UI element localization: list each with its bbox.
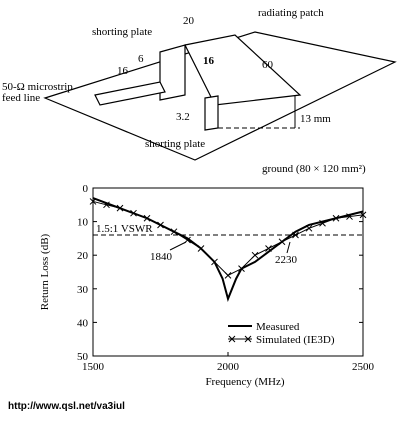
legend-marker [244,335,252,343]
chart: Frequency (MHz) Return Loss (dB) 0 10 20 30… [39,183,375,388]
label: 60 [262,59,274,71]
label: ground (80 × 120 mm²) [262,163,366,175]
marker [292,231,299,239]
marker [103,201,110,209]
marker [265,245,272,252]
feed-line [94,81,166,106]
annotation-arrow [169,241,187,251]
label: radiating patch [258,7,324,19]
label: shorting plate [92,26,152,38]
antenna-diagram: shorting plate 20 radiating patch 6 16 1… [2,7,397,175]
marker [319,219,326,227]
marker [359,211,367,219]
label: 50-Ω microstrip [2,81,73,93]
label: 13 mm [300,113,331,125]
marker [116,204,124,212]
y-axis-label: Return Loss (dB) [39,233,51,310]
marker [251,251,259,259]
marker [157,221,164,229]
plate-right [204,95,219,131]
y-tick-label: 20 [77,250,89,262]
x-tick-label: 2000 [217,361,240,373]
annotation: 1840 [150,251,173,263]
y-tick-label: 30 [77,284,89,296]
marker [170,228,178,236]
x-tick-label: 2500 [352,361,375,373]
legend-label: Measured [256,321,300,333]
label: 16 [203,55,215,67]
marker [332,214,340,222]
marker [224,272,232,279]
marker [197,245,205,252]
marker [278,238,286,246]
label: 6 [138,53,144,65]
marker [184,236,191,244]
reference-label: 1.5:1 VSWR [96,223,153,235]
marker [89,198,97,205]
annotation: 2230 [275,254,298,266]
label: feed line [2,92,40,104]
marker [305,224,313,232]
x-axis-label: Frequency (MHz) [205,376,284,388]
y-tick-label: 50 [77,351,89,363]
marker [130,209,137,217]
label: 16 [117,65,129,77]
marker [143,214,151,222]
label: shorting plate [145,138,205,150]
footer-url: http://www.qsl.net/va3iul [8,401,125,412]
annotation-arrow [286,241,291,254]
label: 20 [183,15,195,27]
marker [238,265,245,272]
label: 3.2 [176,111,190,123]
y-tick-label: 0 [83,183,89,195]
legend-label: Simulated (IE3D) [256,334,335,346]
y-tick-label: 40 [77,317,89,329]
y-tick-label: 10 [77,217,89,229]
marker [211,258,218,266]
x-tick-label: 1500 [82,361,105,373]
marker [346,213,353,220]
legend-marker [228,335,236,343]
radiating-patch [184,34,302,106]
